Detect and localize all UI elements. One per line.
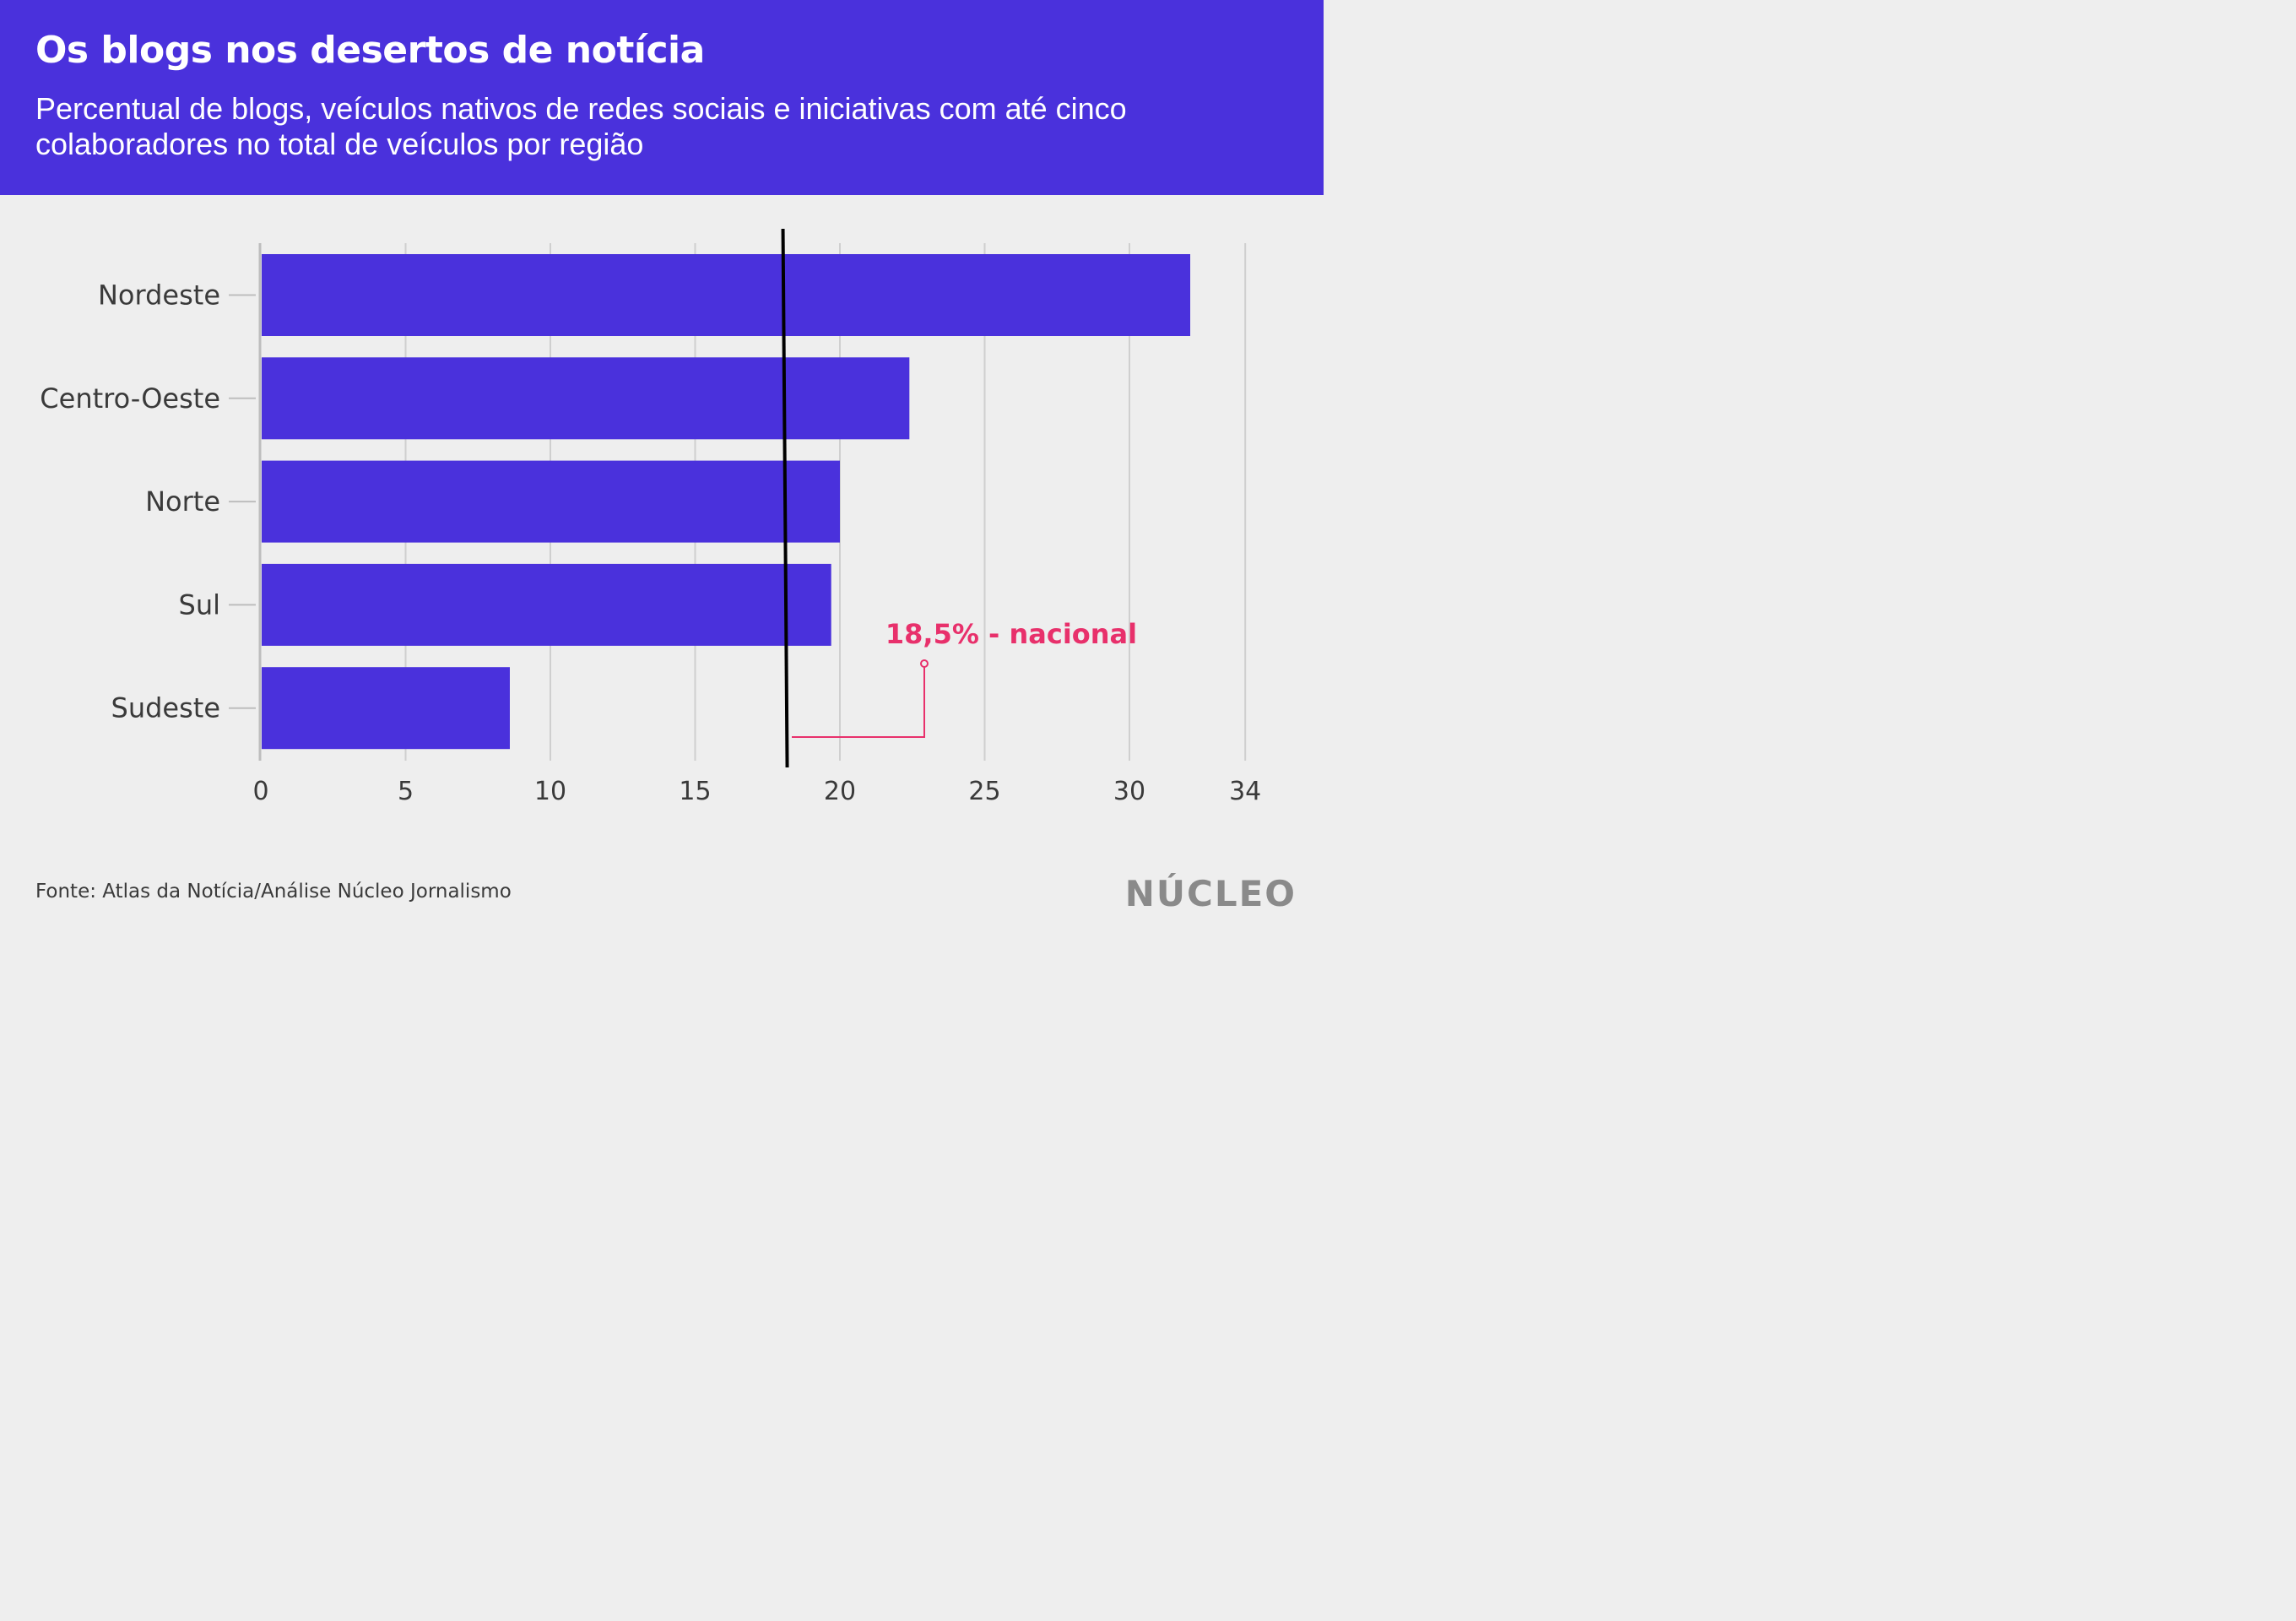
category-label-sudeste: Sudeste bbox=[111, 692, 221, 724]
reference-line-label: 18,5% - nacional bbox=[885, 618, 1137, 650]
category-label-nordeste: Nordeste bbox=[98, 279, 220, 312]
bar-chart: Nordeste Centro-Oeste Norte Sul Sudeste 0 5 10… bbox=[40, 228, 1261, 806]
x-tick-label-34: 34 bbox=[1229, 777, 1261, 806]
bar-nordeste bbox=[262, 254, 1191, 336]
national-reference-line bbox=[781, 228, 789, 768]
header-banner: Os blogs nos desertos de notícia Percent… bbox=[0, 0, 1324, 195]
category-labels: Nordeste Centro-Oeste Norte Sul Sudeste bbox=[40, 279, 256, 724]
x-tick-label-15: 15 bbox=[679, 777, 711, 806]
x-tick-label-20: 20 bbox=[824, 777, 856, 806]
x-tick-label-0: 0 bbox=[252, 777, 268, 806]
bar-sudeste bbox=[262, 667, 510, 750]
bar-norte bbox=[262, 460, 840, 543]
bar-centro-oeste bbox=[262, 357, 910, 440]
tick-labels: 0 5 10 15 20 25 30 34 bbox=[252, 777, 1261, 806]
source-note: Fonte: Atlas da Notícia/Análise Núcleo J… bbox=[35, 881, 512, 903]
category-label-centro-oeste: Centro-Oeste bbox=[40, 382, 220, 415]
bar-sul bbox=[262, 563, 831, 646]
nucleo-logo: NÚCLEO bbox=[1124, 873, 1297, 914]
bars bbox=[262, 254, 1191, 750]
x-tick-label-25: 25 bbox=[968, 777, 1000, 806]
category-label-norte: Norte bbox=[145, 485, 220, 518]
x-tick-label-30: 30 bbox=[1113, 777, 1145, 806]
category-label-sul: Sul bbox=[179, 588, 220, 621]
x-tick-label-10: 10 bbox=[534, 777, 566, 806]
reference-line-group: 18,5% - nacional bbox=[781, 228, 1137, 768]
x-tick-label-5: 5 bbox=[398, 777, 414, 806]
page-subtitle: Percentual de blogs, veículos nativos de… bbox=[35, 91, 1127, 161]
annotation-dot bbox=[920, 659, 929, 668]
page-title: Os blogs nos desertos de notícia bbox=[35, 29, 705, 72]
annotation-connector bbox=[792, 665, 925, 738]
